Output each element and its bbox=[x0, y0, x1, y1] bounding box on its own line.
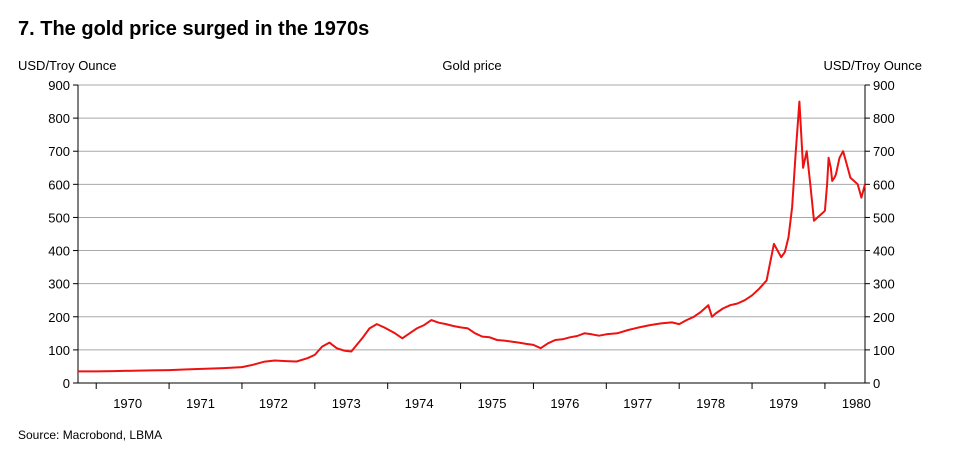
x-tick-label: 1976 bbox=[550, 396, 579, 411]
grid-lines bbox=[78, 84, 865, 351]
axes bbox=[73, 84, 870, 389]
figure-title: 7. The gold price surged in the 1970s bbox=[18, 18, 370, 40]
chart-title: Gold price bbox=[442, 58, 501, 73]
tick-labels: 0 0 100 100 200 200 300 300 400 400 500 500 600 600 70… bbox=[48, 78, 894, 411]
y-tick-label-right: 100 bbox=[873, 343, 895, 358]
x-tick-label: 1975 bbox=[478, 396, 507, 411]
y-tick-label-right: 400 bbox=[873, 244, 895, 259]
x-tick-label: 1977 bbox=[623, 396, 652, 411]
series-group bbox=[78, 100, 866, 373]
y-tick-label-left: 300 bbox=[48, 277, 70, 292]
gold-price-line bbox=[78, 100, 866, 373]
x-tick-label: 1972 bbox=[259, 396, 288, 411]
y-axis-label-right: USD/Troy Ounce bbox=[824, 58, 923, 73]
y-tick-label-right: 600 bbox=[873, 177, 895, 192]
y-tick-label-left: 500 bbox=[48, 210, 70, 225]
x-tick-label: 1971 bbox=[186, 396, 215, 411]
y-tick-label-right: 0 bbox=[873, 376, 880, 391]
y-tick-label-left: 700 bbox=[48, 144, 70, 159]
y-tick-label-left: 100 bbox=[48, 343, 70, 358]
y-tick-label-left: 0 bbox=[63, 376, 70, 391]
x-tick-label: 1978 bbox=[696, 396, 725, 411]
x-tick-label: 1974 bbox=[405, 396, 434, 411]
y-tick-label-left: 900 bbox=[48, 78, 70, 93]
y-axis-label-left: USD/Troy Ounce bbox=[18, 58, 117, 73]
y-tick-label-right: 800 bbox=[873, 111, 895, 126]
y-tick-label-right: 500 bbox=[873, 210, 895, 225]
x-tick-label: 1980 bbox=[842, 396, 871, 411]
y-tick-label-right: 900 bbox=[873, 78, 895, 93]
y-tick-label-right: 200 bbox=[873, 310, 895, 325]
y-tick-label-left: 400 bbox=[48, 244, 70, 259]
y-tick-label-right: 300 bbox=[873, 277, 895, 292]
source-note: Source: Macrobond, LBMA bbox=[18, 428, 163, 442]
y-tick-label-left: 800 bbox=[48, 111, 70, 126]
y-tick-label-right: 700 bbox=[873, 144, 895, 159]
x-tick-label: 1973 bbox=[332, 396, 361, 411]
x-tick-label: 1970 bbox=[113, 396, 142, 411]
y-tick-label-left: 200 bbox=[48, 310, 70, 325]
x-tick-label: 1979 bbox=[769, 396, 798, 411]
y-tick-label-left: 600 bbox=[48, 177, 70, 192]
